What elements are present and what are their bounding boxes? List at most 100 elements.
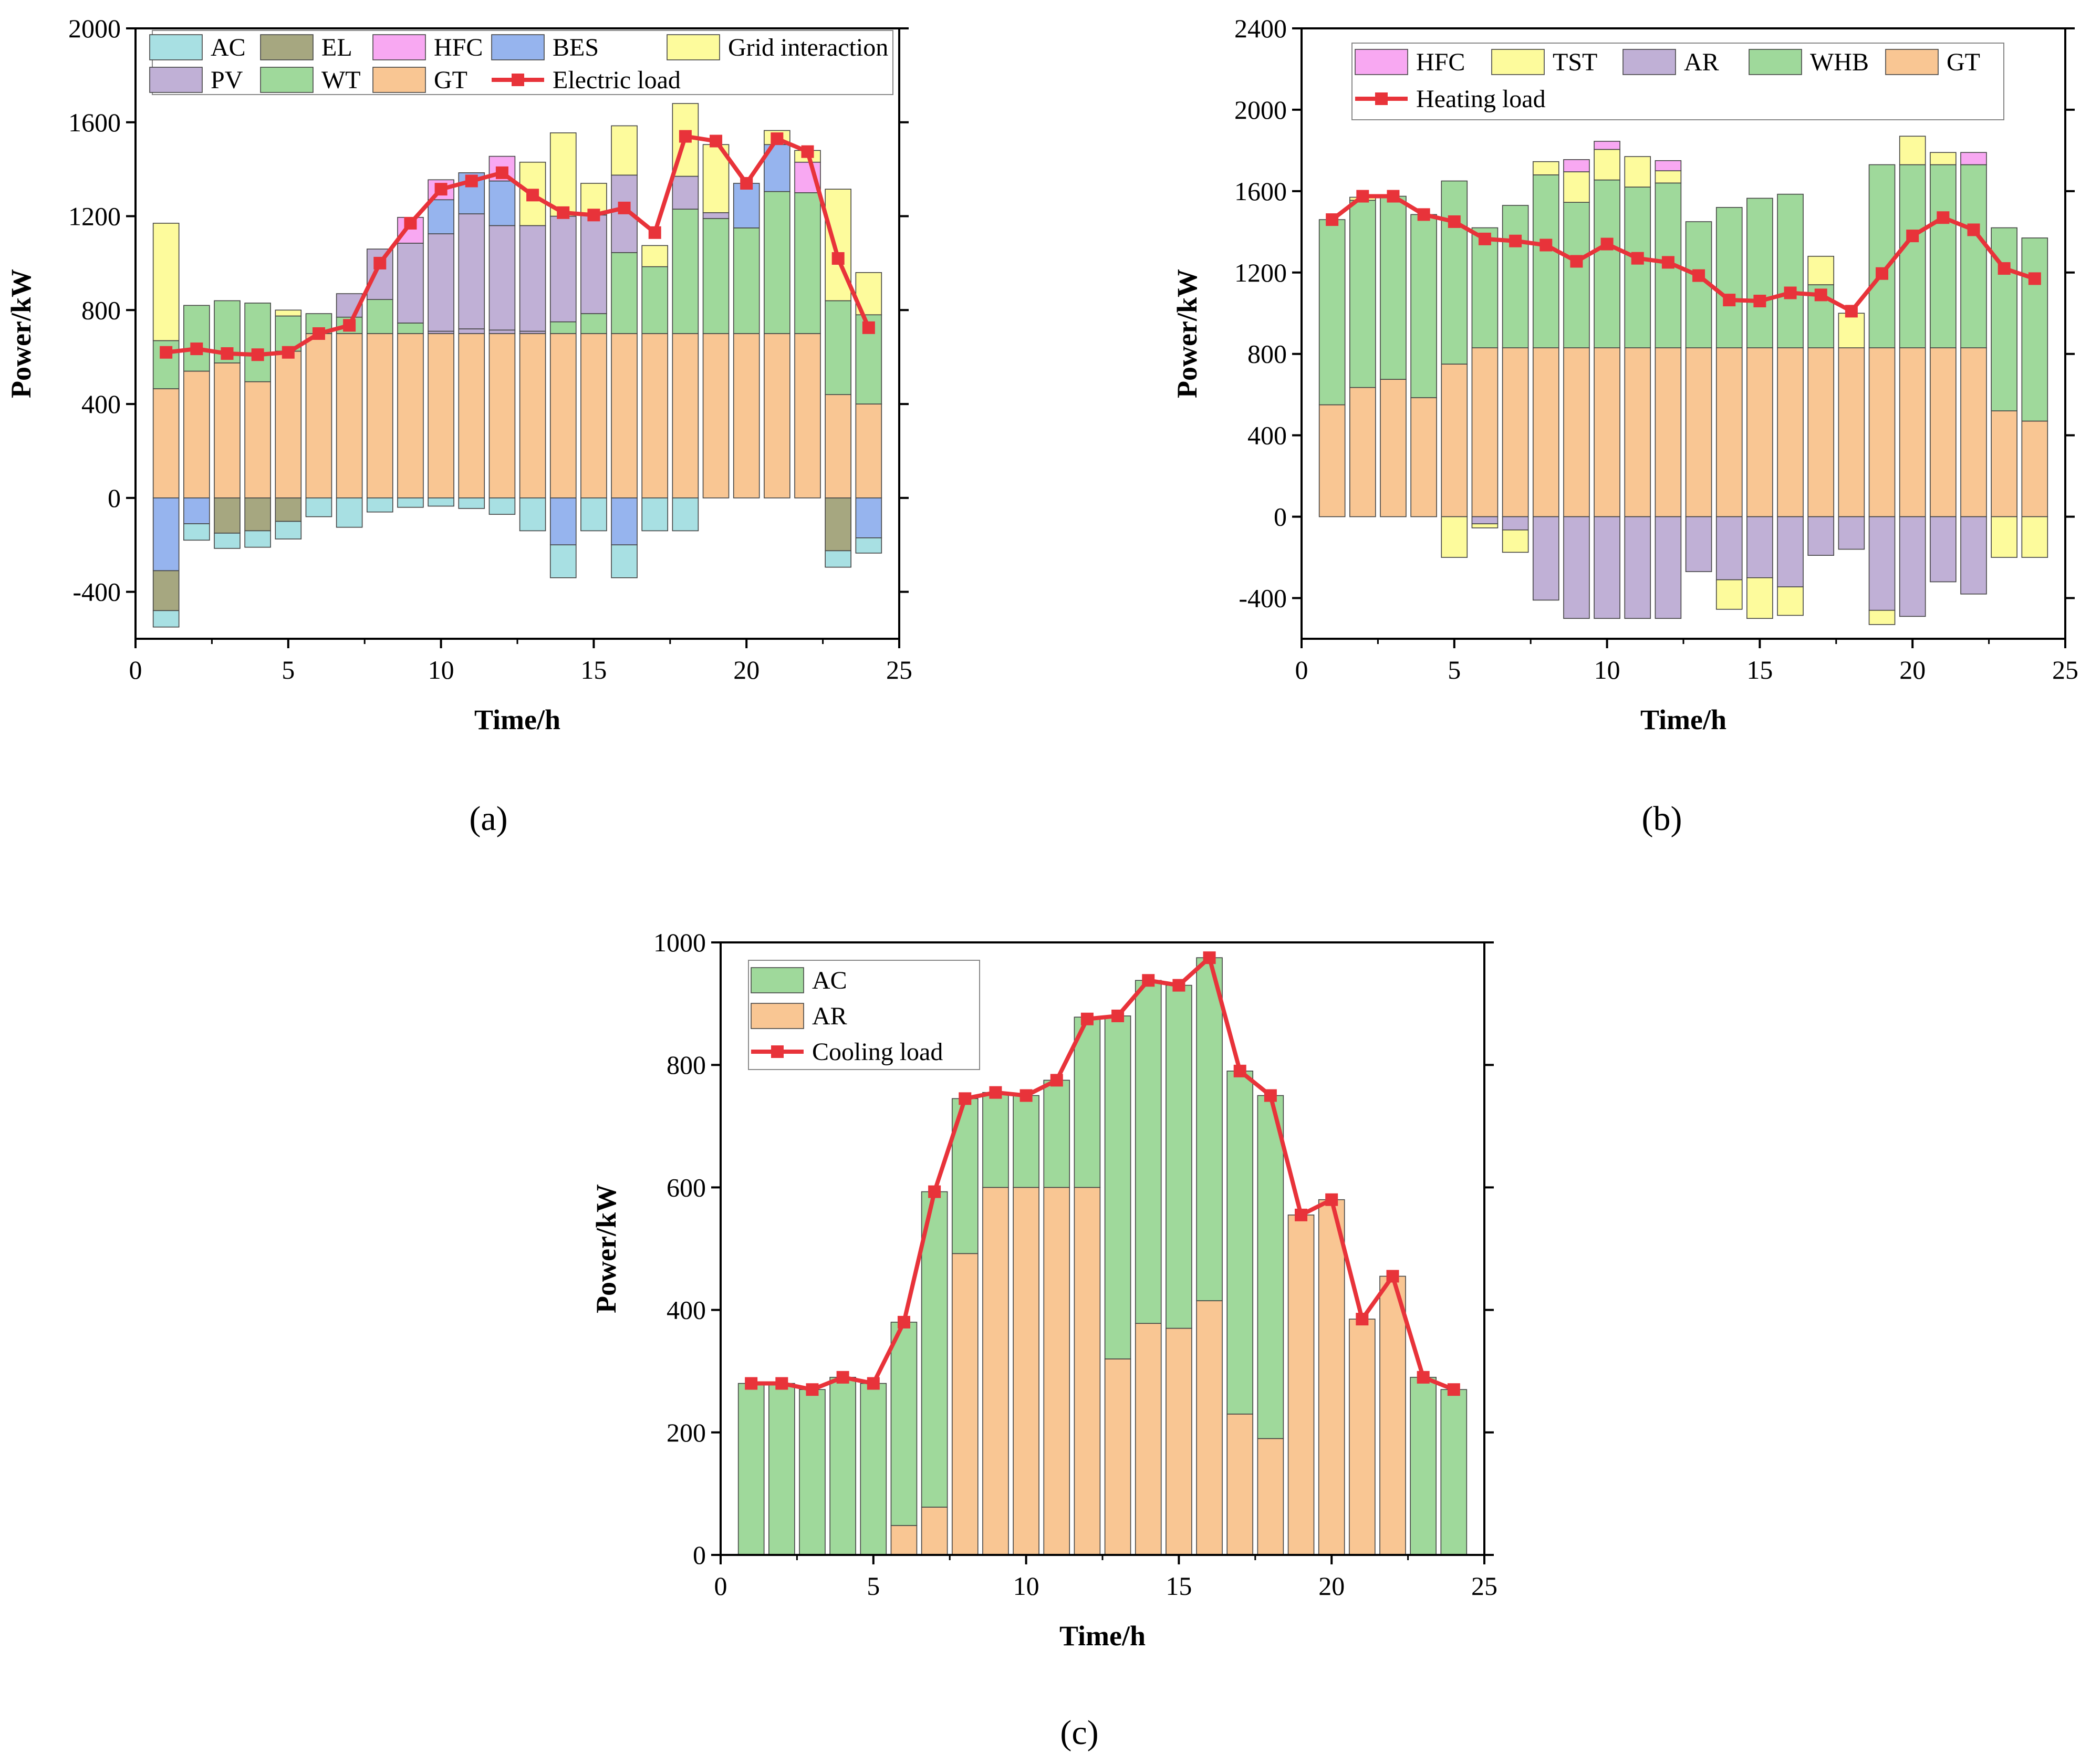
x-tick-label: 25	[886, 655, 912, 684]
y-tick-label: 0	[108, 483, 121, 513]
positive-bar-wt	[397, 323, 424, 334]
chart-c-cooling: 0 5 10 15 20 25 0 200 400 600 800 1000 Time/h Power/k…	[590, 928, 1497, 1752]
legend-label: AR	[812, 1002, 847, 1030]
load-marker	[1692, 269, 1705, 282]
load-marker	[1937, 211, 1950, 224]
negative-bar-ar	[1930, 516, 1957, 583]
positive-bar-gt	[519, 333, 546, 499]
negative-bar-tst	[2021, 516, 2048, 558]
positive-bar-gt	[366, 333, 393, 499]
positive-bar-wt	[672, 209, 699, 334]
y-tick-label: 2000	[68, 14, 121, 43]
y-tick-label: 600	[667, 1172, 706, 1202]
y-tick-label: 200	[667, 1418, 706, 1447]
x-tick-label: 5	[1448, 655, 1461, 684]
legend-label: Cooling load	[812, 1038, 943, 1066]
positive-bar-gt	[794, 333, 821, 499]
y-tick-label: 0	[1274, 502, 1287, 532]
positive-bar-gt	[1594, 347, 1620, 517]
positive-bar-tst	[1899, 136, 1926, 165]
load-marker	[1326, 213, 1339, 226]
load-marker	[343, 319, 356, 332]
positive-bar-ac	[1043, 1080, 1070, 1188]
legend-label: BES	[553, 34, 599, 61]
positive-bar-gt	[488, 333, 516, 499]
negative-bar-el	[214, 497, 241, 534]
positive-bar-gt	[1655, 347, 1682, 517]
load-marker	[1080, 1012, 1094, 1025]
negative-bar-ac	[275, 521, 302, 539]
positive-bar-gt	[1410, 397, 1437, 517]
panel-caption: (c)	[1060, 1714, 1098, 1752]
positive-bar-tst	[1930, 152, 1957, 165]
y-tick-label: 0	[693, 1540, 706, 1570]
legend-label: PV	[211, 66, 243, 94]
load-line	[1330, 194, 2036, 314]
load-marker	[1356, 190, 1369, 203]
positive-bar-ar	[1043, 1187, 1070, 1555]
positive-bar-gt	[1380, 379, 1407, 517]
positive-bar-ac	[1440, 1389, 1468, 1555]
positive-bar-grid-interaction	[641, 245, 669, 267]
load-marker	[1233, 1064, 1246, 1077]
load-marker	[1478, 232, 1491, 245]
load-marker	[1264, 1089, 1277, 1102]
negative-bar-bes	[549, 497, 577, 546]
negative-bar-tst	[1868, 609, 1896, 625]
negative-bar-ac	[672, 497, 699, 532]
legend-swatch-marker	[771, 1045, 784, 1058]
positive-bar-pv	[458, 328, 485, 334]
positive-bar-pv	[428, 233, 454, 332]
load-marker	[1020, 1089, 1033, 1102]
positive-bar-ac	[1104, 1015, 1131, 1360]
panel-caption: (b)	[1642, 800, 1682, 838]
y-axis-label: Power/kW	[5, 269, 37, 398]
y-tick-label: 1600	[68, 108, 121, 137]
load-marker	[221, 347, 234, 360]
positive-bar-ar	[1013, 1187, 1039, 1555]
positive-bar-gt	[1838, 347, 1865, 517]
negative-bar-ar	[1715, 516, 1743, 580]
positive-bar-ar	[1166, 1327, 1192, 1555]
positive-bar-tst	[1594, 149, 1620, 181]
positive-bar-gt	[1777, 347, 1804, 517]
positive-bar-gt	[702, 333, 730, 499]
load-marker	[897, 1315, 910, 1329]
x-tick-label: 15	[580, 655, 607, 684]
positive-bar-pv	[702, 212, 730, 219]
negative-bar-ac	[611, 544, 638, 578]
load-marker	[1631, 252, 1644, 265]
positive-bar-wt	[549, 321, 577, 334]
legend-label: WT	[321, 66, 361, 94]
negative-bar-ac	[336, 497, 363, 528]
negative-bar-ar	[1471, 516, 1499, 524]
load-marker	[740, 177, 753, 190]
load-marker	[465, 174, 478, 188]
legend-label: WHB	[1810, 48, 1869, 76]
positive-bar-gt	[428, 333, 454, 499]
positive-bar-gt	[611, 333, 638, 499]
positive-bar-ac	[1135, 980, 1162, 1324]
positive-bar-gt	[580, 333, 607, 499]
positive-bar-whb	[1471, 227, 1499, 348]
load-marker	[190, 343, 203, 356]
positive-bar-whb	[1960, 164, 1987, 348]
negative-bar-ac	[152, 610, 180, 628]
legend-label: Electric load	[553, 66, 681, 94]
x-axis-label: Time/h	[474, 704, 560, 735]
y-tick-label: 400	[81, 389, 121, 419]
x-tick-label: 25	[2052, 655, 2078, 684]
load-marker	[928, 1185, 941, 1198]
negative-bar-ac	[458, 497, 485, 509]
load-marker	[1203, 951, 1216, 964]
legend-swatch	[1622, 49, 1676, 75]
positive-bar-pv	[488, 225, 516, 331]
negative-bar-ac	[825, 550, 851, 568]
positive-bar-wt	[611, 252, 638, 334]
positive-bar-pv	[488, 329, 516, 334]
negative-bar-ar	[1563, 516, 1590, 619]
positive-bar-ac	[1226, 1071, 1254, 1415]
positive-bar-ar	[1318, 1199, 1345, 1555]
legend-swatch	[149, 67, 203, 93]
